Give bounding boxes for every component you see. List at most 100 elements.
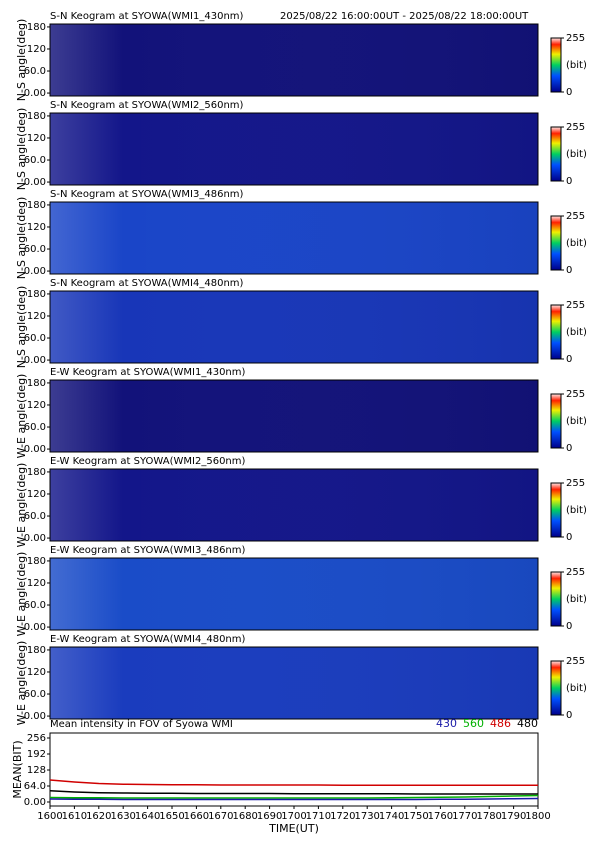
y-tick-label: 60.0 [24, 66, 46, 77]
plot-frame [49, 201, 539, 275]
y-tick-label: 60.0 [24, 422, 46, 433]
y-tick-label: 0.00 [24, 177, 46, 188]
keogram-shade [50, 380, 538, 452]
x-tick-label: 1670 [208, 811, 233, 822]
y-tick-label: 120 [27, 489, 46, 500]
colorbar-tick-label: 0 [566, 176, 572, 187]
colorbar [550, 304, 562, 360]
colorbar-label: (bit) [566, 505, 587, 516]
colorbar-tick-label: 255 [566, 567, 585, 578]
y-tick-label: 0.00 [24, 711, 46, 722]
y-tick-label: 60.0 [24, 689, 46, 700]
panel-title: S-N Keogram at SYOWA(WMI4_480nm) [50, 278, 244, 289]
colorbar-tick-label: 255 [566, 300, 585, 311]
panel-title: S-N Keogram at SYOWA(WMI1_430nm) [50, 11, 244, 22]
y-tick-label: 180 [27, 378, 46, 389]
series-line [49, 794, 539, 799]
panel-title: E-W Keogram at SYOWA(WMI2_560nm) [50, 456, 246, 467]
colorbar-tick-label: 0 [566, 443, 572, 454]
x-tick-label: 1600 [37, 811, 62, 822]
x-tick-label: 1800 [525, 811, 550, 822]
x-tick-label: 1710 [306, 811, 331, 822]
y-tick-label: 120 [27, 222, 46, 233]
y-tick-label: 256 [27, 733, 46, 744]
y-tick-label: 0.00 [24, 797, 46, 808]
colorbar [550, 660, 562, 716]
x-tick-label: 1680 [232, 811, 257, 822]
y-tick-label: 0.00 [24, 533, 46, 544]
plot-frame [49, 468, 539, 542]
keogram-shade [50, 24, 538, 96]
colorbar-tick-label: 0 [566, 265, 572, 276]
y-tick-label: 0.00 [24, 622, 46, 633]
colorbar-tick-label: 255 [566, 33, 585, 44]
colorbar-tick-label: 255 [566, 211, 585, 222]
y-tick-label: 180 [27, 22, 46, 33]
y-tick-label: 0.00 [24, 355, 46, 366]
colorbar [550, 393, 562, 449]
y-axis-label: W-E angle(deg) [15, 374, 28, 459]
y-axis-label: W-E angle(deg) [15, 463, 28, 548]
panel-title: E-W Keogram at SYOWA(WMI1_430nm) [50, 367, 246, 378]
x-tick-label: 1750 [403, 811, 428, 822]
colorbar-tick-label: 0 [566, 87, 572, 98]
colorbar-label: (bit) [566, 149, 587, 160]
colorbar-tick-label: 255 [566, 656, 585, 667]
y-tick-label: 120 [27, 311, 46, 322]
plot-frame [49, 379, 539, 453]
y-tick-label: 120 [27, 667, 46, 678]
plot-frame [49, 646, 539, 720]
x-tick-label: 1740 [379, 811, 404, 822]
y-tick-label: 180 [27, 200, 46, 211]
y-axis-label: N-S angle(deg) [15, 286, 28, 369]
x-tick-label: 1650 [159, 811, 184, 822]
y-tick-label: 60.0 [24, 155, 46, 166]
y-tick-label: 60.0 [24, 333, 46, 344]
y-tick-label: 0.00 [24, 266, 46, 277]
y-axis-label: N-S angle(deg) [15, 108, 28, 191]
colorbar-tick-label: 0 [566, 621, 572, 632]
y-tick-label: 180 [27, 556, 46, 567]
x-tick-label: 1640 [135, 811, 160, 822]
y-tick-label: 120 [27, 578, 46, 589]
x-tick-label: 1730 [354, 811, 379, 822]
keogram-shade [50, 647, 538, 719]
x-axis-label: TIME(UT) [268, 822, 319, 835]
colorbar-tick-label: 0 [566, 710, 572, 721]
colorbar [550, 482, 562, 538]
keogram-shade [50, 291, 538, 363]
plot-frame [49, 557, 539, 631]
colorbar-label: (bit) [566, 238, 587, 249]
colorbar-label: (bit) [566, 683, 587, 694]
legend-entry: 486 [490, 717, 511, 730]
colorbar-label: (bit) [566, 416, 587, 427]
panel-title: E-W Keogram at SYOWA(WMI3_486nm) [50, 545, 246, 556]
plot-frame [49, 732, 539, 807]
colorbar-tick-label: 0 [566, 354, 572, 365]
y-tick-label: 60.0 [24, 511, 46, 522]
y-tick-label: 180 [27, 111, 46, 122]
x-tick-label: 1630 [110, 811, 135, 822]
colorbar [550, 126, 562, 182]
x-tick-label: 1720 [330, 811, 355, 822]
y-tick-label: 180 [27, 289, 46, 300]
series-line [49, 779, 538, 786]
keogram-shade [50, 202, 538, 274]
x-tick-label: 1660 [184, 811, 209, 822]
colorbar [550, 571, 562, 627]
x-tick-label: 1780 [476, 811, 501, 822]
y-tick-label: 180 [27, 467, 46, 478]
legend-entry: 430 [436, 717, 457, 730]
x-tick-label: 1770 [452, 811, 477, 822]
colorbar-label: (bit) [566, 327, 587, 338]
colorbar-tick-label: 0 [566, 532, 572, 543]
x-tick-label: 1690 [257, 811, 282, 822]
y-tick-label: 60.0 [24, 600, 46, 611]
colorbar [550, 215, 562, 271]
y-tick-label: 0.00 [24, 444, 46, 455]
y-tick-label: 180 [27, 645, 46, 656]
panel-title: E-W Keogram at SYOWA(WMI4_480nm) [50, 634, 246, 645]
keogram-shade [50, 558, 538, 630]
colorbar-label: (bit) [566, 60, 587, 71]
